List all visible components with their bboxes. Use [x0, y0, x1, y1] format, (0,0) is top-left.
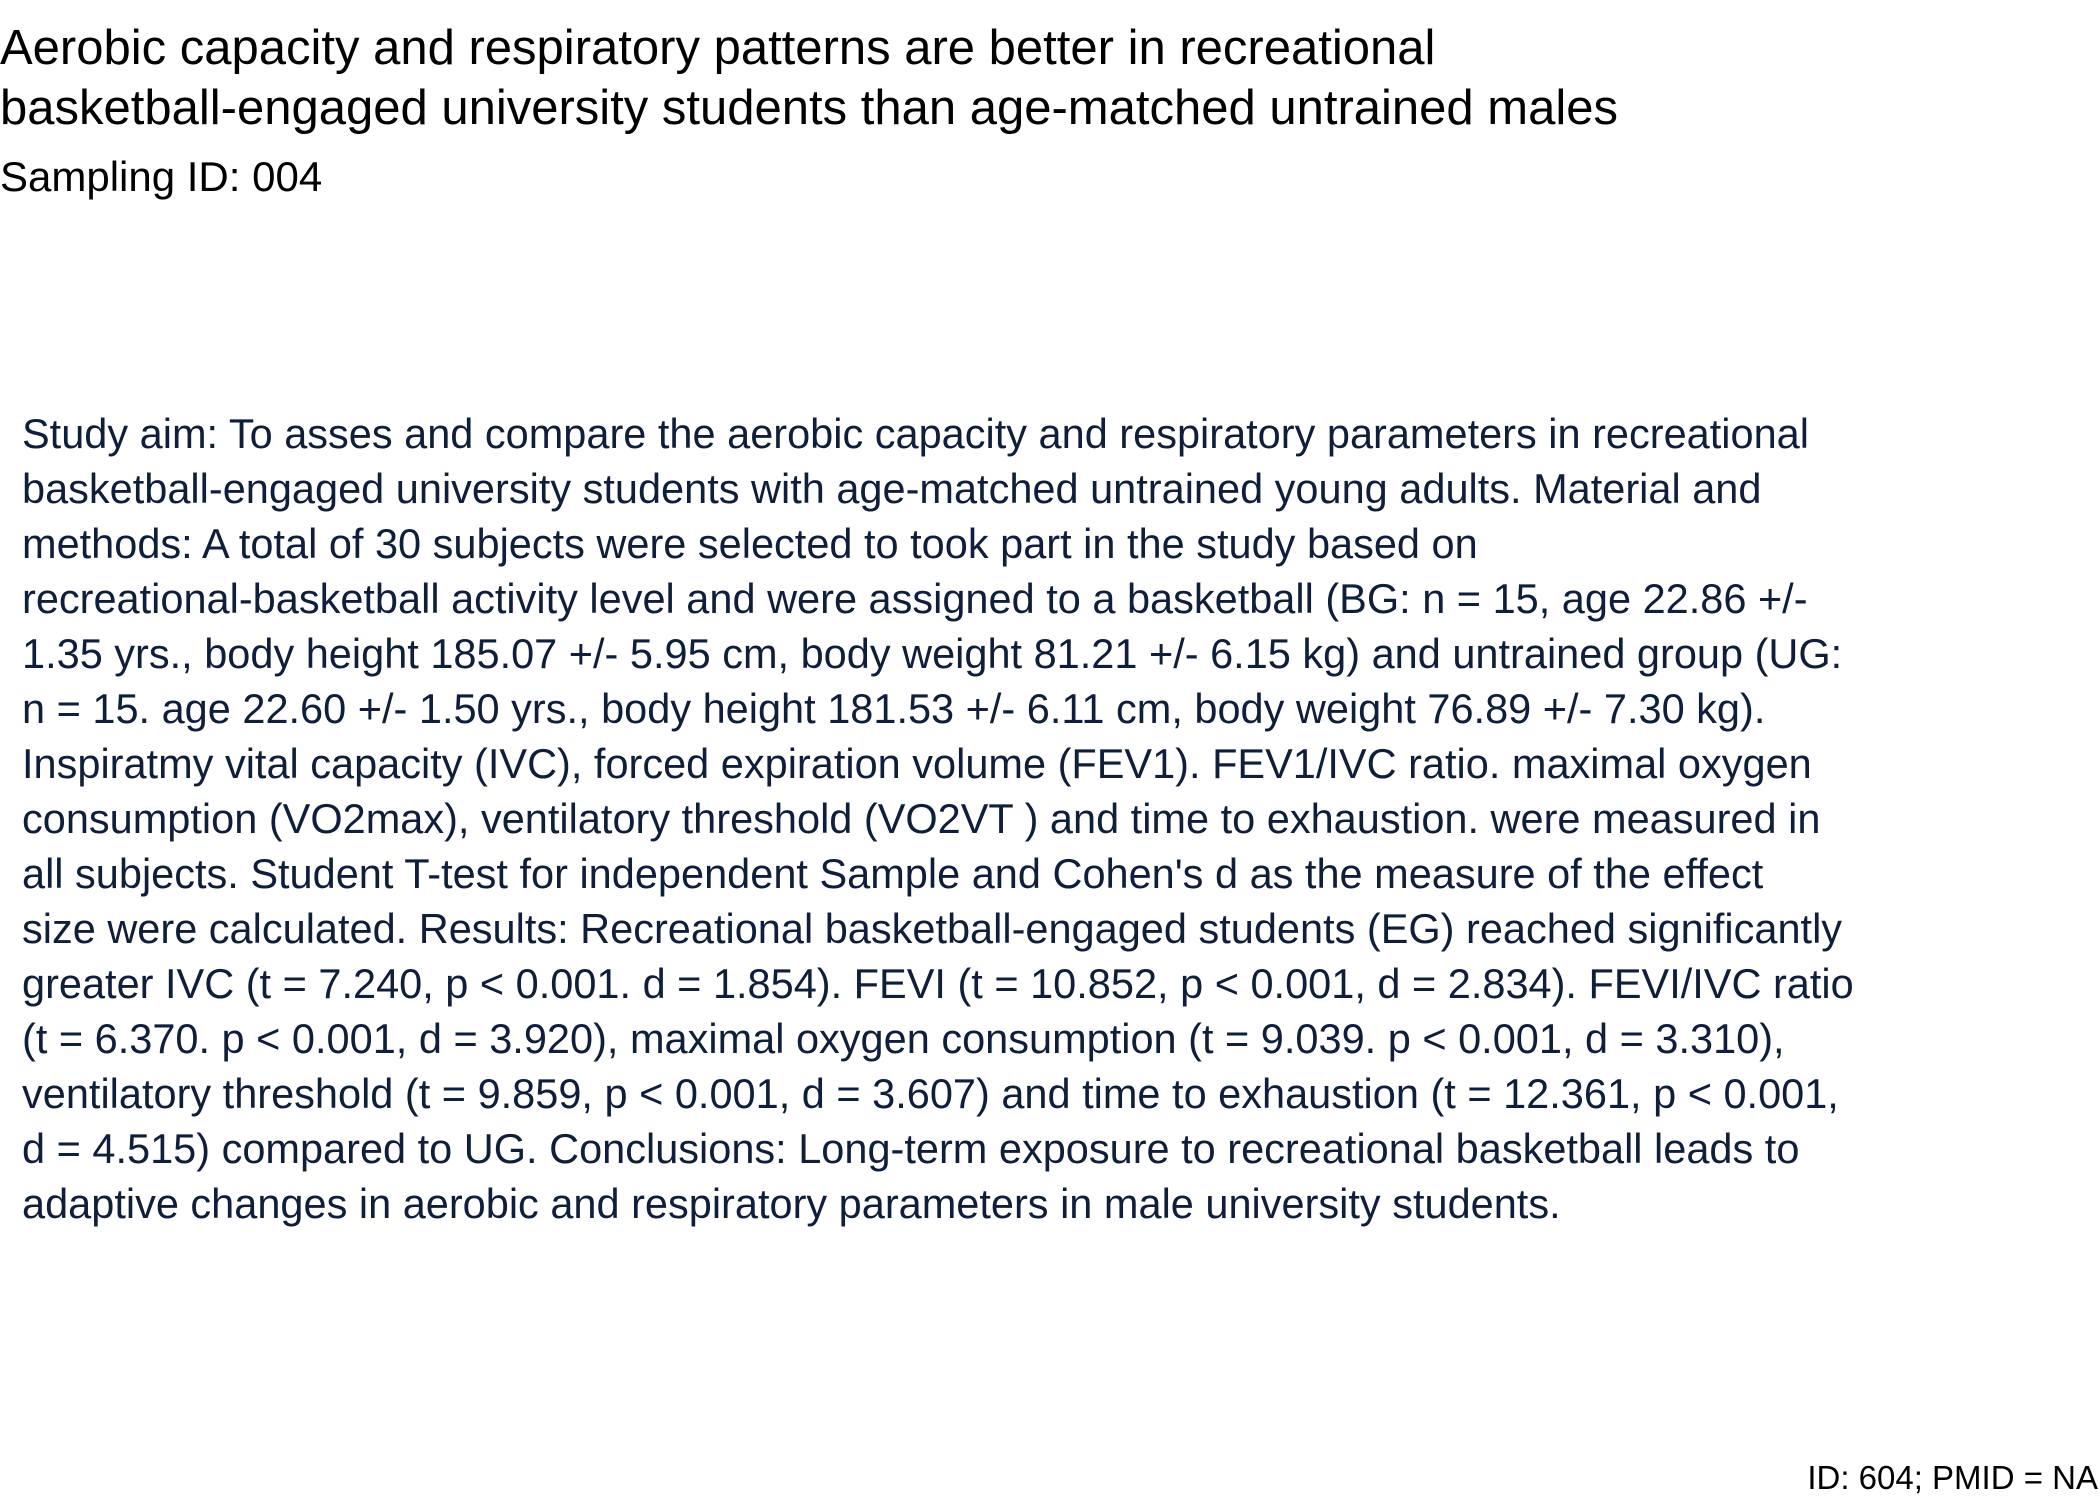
abstract-line: n = 15. age 22.60 +/- 1.50 yrs., body he… [22, 685, 1766, 732]
abstract-line: greater IVC (t = 7.240, p < 0.001. d = 1… [22, 960, 1854, 1007]
abstract-line: 1.35 yrs., body height 185.07 +/- 5.95 c… [22, 630, 1843, 677]
abstract-line: Inspiratmy vital capacity (IVC), forced … [22, 740, 1812, 787]
abstract-line: size were calculated. Results: Recreatio… [22, 905, 1843, 952]
abstract-text: Study aim: To asses and compare the aero… [22, 406, 2092, 1231]
abstract-line: Study aim: To asses and compare the aero… [22, 410, 1809, 457]
title-line: Aerobic capacity and respiratory pattern… [0, 21, 1436, 75]
abstract-line: all subjects. Student T-test for indepen… [22, 850, 1764, 897]
footer-id: ID: 604; PMID = NA [1807, 1459, 2098, 1496]
abstract-line: methods: A total of 30 subjects were sel… [22, 520, 1478, 567]
abstract-line: basketball-engaged university students w… [22, 465, 1762, 512]
sampling-id: Sampling ID: 004 [0, 153, 323, 200]
document-title: Aerobic capacity and respiratory pattern… [0, 18, 2000, 138]
title-line: basketball-engaged university students t… [0, 81, 1619, 135]
abstract-line: adaptive changes in aerobic and respirat… [22, 1180, 1561, 1227]
abstract-line: consumption (VO2max), ventilatory thresh… [22, 795, 1821, 842]
abstract-line: d = 4.515) compared to UG. Conclusions: … [22, 1125, 1800, 1172]
abstract-line: (t = 6.370. p < 0.001, d = 3.920), maxim… [22, 1015, 1785, 1062]
abstract-line: recreational-basketball activity level a… [22, 575, 1808, 622]
abstract-line: ventilatory threshold (t = 9.859, p < 0.… [22, 1070, 1839, 1117]
